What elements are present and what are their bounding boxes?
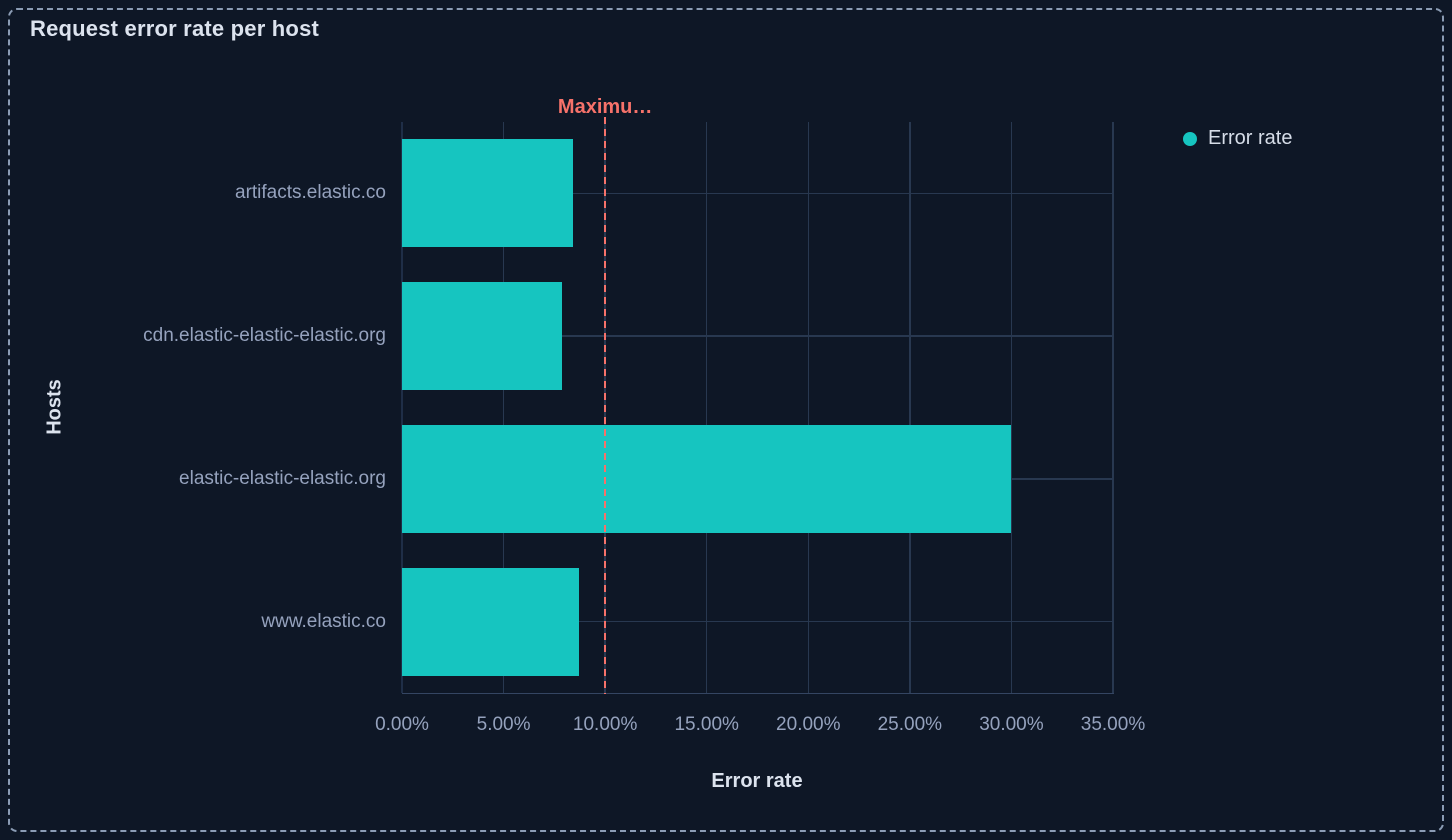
threshold-label: Maximu…	[557, 96, 653, 118]
x-tick-label: 25.00%	[877, 714, 943, 735]
bar-elastic-elastic-elastic.org[interactable]	[402, 424, 1012, 533]
x-tick-label: 10.00%	[572, 714, 638, 735]
x-tick-label: 20.00%	[776, 714, 841, 735]
threshold-line	[603, 117, 607, 694]
x-axis-title: Error rate	[711, 770, 803, 792]
x-axis-line	[402, 692, 1114, 694]
x-tick-label: 5.00%	[476, 714, 531, 735]
y-gridline	[402, 335, 1113, 337]
x-tick-label: 35.00%	[1080, 714, 1146, 735]
x-gridline	[1112, 122, 1114, 693]
x-gridline	[909, 122, 911, 693]
category-label: artifacts.elastic.co	[235, 182, 386, 204]
legend-series-dot-icon	[1183, 131, 1197, 146]
x-tick-label: 30.00%	[979, 714, 1044, 735]
category-label: www.elastic.co	[261, 610, 386, 632]
y-gridline	[402, 620, 1113, 623]
x-tick-label: 0.00%	[375, 714, 429, 735]
plot-area	[401, 117, 1114, 694]
category-label: elastic-elastic-elastic.org	[179, 467, 386, 489]
x-gridline	[705, 122, 708, 693]
legend-series-label: Error rate	[1208, 127, 1293, 149]
x-gridline	[807, 122, 810, 693]
category-label: cdn.elastic-elastic-elastic.org	[143, 325, 386, 347]
chart-title: Request error rate per host	[30, 16, 320, 41]
legend[interactable]: Error rate	[1183, 127, 1292, 150]
bar-cdn.elastic-elastic-elastic.org[interactable]	[402, 282, 563, 391]
x-tick-label: 15.00%	[674, 714, 739, 735]
bar-www.elastic.co[interactable]	[402, 567, 579, 676]
y-gridline	[402, 192, 1113, 195]
x-gridline	[401, 122, 403, 693]
x-gridline	[502, 122, 505, 693]
bar-artifacts.elastic.co[interactable]	[402, 139, 573, 248]
y-axis-title: Hosts	[43, 379, 66, 435]
x-gridline	[1010, 122, 1013, 693]
